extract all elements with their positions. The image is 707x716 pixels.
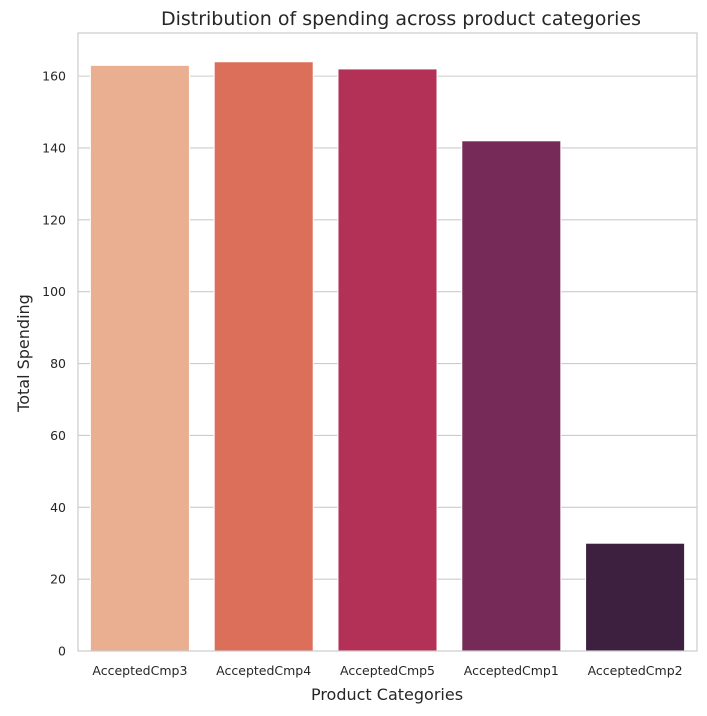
bar-acceptedcmp2	[585, 542, 686, 652]
y-tick-label-3: 60	[50, 428, 66, 443]
y-tick-label-2: 40	[50, 500, 66, 515]
bar-acceptedcmp3	[89, 64, 190, 652]
bar-acceptedcmp4	[213, 61, 314, 652]
x-tick-label-1: AcceptedCmp4	[216, 663, 311, 678]
x-tick-labels: AcceptedCmp3 AcceptedCmp4 AcceptedCmp5 Acce…	[92, 663, 682, 678]
x-tick-label-3: AcceptedCmp1	[464, 663, 559, 678]
bar-acceptedcmp1	[461, 140, 562, 652]
x-tick-label-2: AcceptedCmp5	[340, 663, 435, 678]
y-tick-labels: 0 20 40 60 80 100 120 140 160	[42, 69, 66, 659]
x-tick-label-0: AcceptedCmp3	[92, 663, 187, 678]
plot-frame	[77, 32, 698, 652]
y-tick-label-5: 100	[42, 284, 66, 299]
y-tick-label-8: 160	[42, 69, 66, 84]
y-axis-label: Total Spending	[14, 294, 33, 413]
x-tick-label-4: AcceptedCmp2	[588, 663, 683, 678]
bars	[89, 61, 686, 652]
y-tick-label-6: 120	[42, 212, 66, 227]
y-tick-label-7: 140	[42, 140, 66, 155]
bar-acceptedcmp5	[337, 68, 438, 652]
y-tick-label-0: 0	[58, 644, 66, 659]
x-axis-label: Product Categories	[311, 685, 463, 704]
y-tick-label-1: 20	[50, 572, 66, 587]
y-tick-label-4: 80	[50, 356, 66, 371]
chart-title: Distribution of spending across product …	[161, 8, 641, 30]
